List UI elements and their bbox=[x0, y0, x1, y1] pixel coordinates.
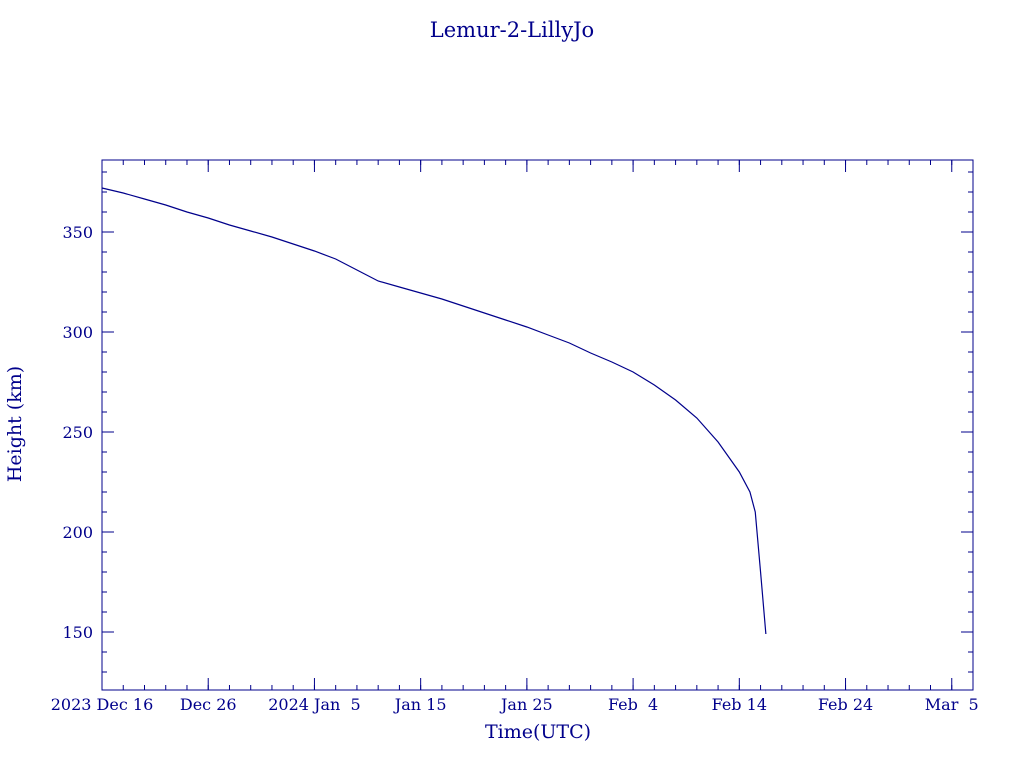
y-tick-label: 350 bbox=[62, 223, 93, 242]
y-tick-label: 250 bbox=[62, 423, 93, 442]
series-line-0 bbox=[101, 187, 767, 635]
x-tick-label: Mar 5 bbox=[925, 695, 979, 714]
plot-area: 150 200 250 300 350 2023 Dec 16 Dec 26 2024 Jan… bbox=[51, 159, 979, 714]
chart-title: Lemur-2-LillyJo bbox=[430, 18, 594, 42]
x-tick-label: Dec 26 bbox=[180, 695, 237, 714]
x-tick-label: Feb 24 bbox=[818, 695, 873, 714]
x-tick-label: 2024 Jan 5 bbox=[268, 695, 360, 714]
y-axis-label: Height (km) bbox=[4, 366, 26, 482]
x-tick-label: Jan 25 bbox=[499, 695, 553, 714]
plot-frame bbox=[101, 159, 974, 691]
y-tick-label: 150 bbox=[62, 623, 93, 642]
x-tick-label: Feb 14 bbox=[712, 695, 767, 714]
x-tick-label: 2023 Dec 16 bbox=[51, 695, 154, 714]
y-tick-label: 300 bbox=[62, 323, 93, 342]
x-axis-label: Time(UTC) bbox=[485, 721, 591, 743]
x-tick-label: Jan 15 bbox=[393, 695, 447, 714]
x-tick-label: Feb 4 bbox=[608, 695, 658, 714]
y-tick-label: 200 bbox=[62, 523, 93, 542]
